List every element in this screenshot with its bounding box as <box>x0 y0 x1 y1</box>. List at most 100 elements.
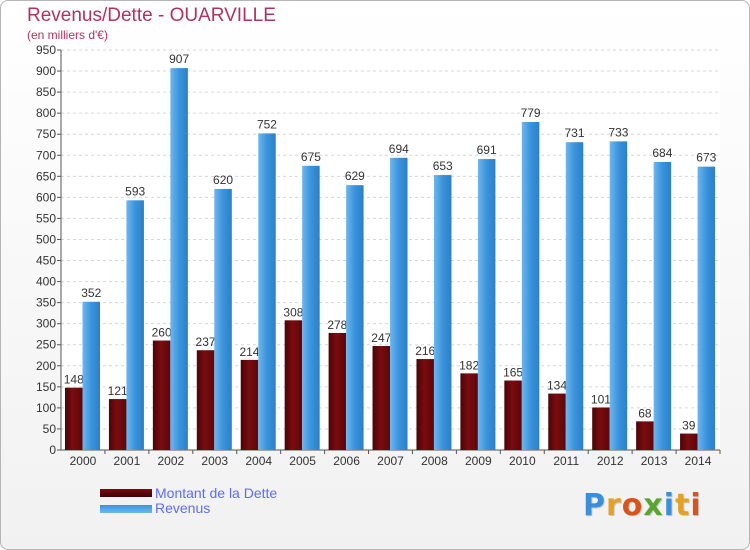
x-tick-label: 2005 <box>289 454 316 468</box>
y-tick-label: 450 <box>36 254 56 268</box>
x-tick-label: 2011 <box>553 454 579 468</box>
data-label-dette: 134 <box>547 379 567 393</box>
bar-revenus <box>390 157 408 450</box>
logo-letter: i <box>690 488 702 523</box>
bar-revenus <box>653 162 672 450</box>
bar-dette <box>372 346 391 450</box>
bar-revenus <box>521 122 540 450</box>
bar-dette <box>504 380 522 450</box>
bar-revenus <box>302 165 320 450</box>
y-tick-label: 0 <box>49 443 56 457</box>
legend-label-revenus: Revenus <box>155 500 211 516</box>
y-tick-label: 300 <box>36 317 56 331</box>
data-label-revenus: 684 <box>652 146 672 160</box>
proxiti-logo: Proxiti <box>583 488 702 523</box>
bar-revenus <box>346 185 364 450</box>
bar-dette <box>240 359 259 450</box>
y-tick-label: 250 <box>36 338 56 352</box>
bar-dette <box>460 373 478 450</box>
legend-swatch-dette <box>100 489 152 497</box>
data-label-dette: 68 <box>638 406 652 420</box>
y-tick-label: 100 <box>36 401 56 415</box>
data-label-dette: 278 <box>327 318 347 332</box>
data-label-dette: 308 <box>283 305 303 319</box>
data-label-revenus: 352 <box>81 286 101 300</box>
bar-revenus <box>170 68 188 451</box>
y-tick-label: 200 <box>36 359 56 373</box>
y-tick-label: 650 <box>36 169 56 183</box>
y-tick-label: 900 <box>36 64 56 78</box>
data-label-revenus: 629 <box>345 169 365 183</box>
chart-title: Revenus/Dette - OUARVILLE <box>27 5 276 26</box>
bar-dette <box>196 350 215 450</box>
x-tick-label: 2008 <box>421 454 448 468</box>
bar-revenus <box>609 141 628 451</box>
data-label-dette: 101 <box>591 392 611 406</box>
data-label-revenus: 593 <box>125 184 145 198</box>
x-tick-label: 2012 <box>597 454 624 468</box>
bar-dette <box>548 393 566 450</box>
data-label-revenus: 675 <box>301 150 321 164</box>
y-tick-label: 600 <box>36 190 56 204</box>
y-tick-label: 50 <box>43 422 57 436</box>
bar-revenus <box>126 200 144 450</box>
logo-letter: o <box>621 488 644 523</box>
x-tick-label: 2014 <box>685 454 712 468</box>
bar-revenus <box>697 166 716 450</box>
y-tick-label: 550 <box>36 211 56 225</box>
logo-letter: x <box>643 488 664 523</box>
bar-dette <box>592 407 610 450</box>
logo-letter: P <box>583 488 606 523</box>
bar-dette <box>328 332 347 450</box>
data-label-dette: 182 <box>459 358 479 372</box>
data-label-revenus: 653 <box>433 159 453 173</box>
x-tick-label: 2007 <box>377 454 404 468</box>
y-tick-label: 700 <box>36 148 56 162</box>
legend-label-dette: Montant de la Dette <box>155 485 278 501</box>
y-tick-label: 750 <box>36 127 56 141</box>
x-tick-label: 2002 <box>157 454 184 468</box>
data-label-dette: 121 <box>108 384 128 398</box>
data-label-revenus: 691 <box>477 143 497 157</box>
x-tick-label: 2009 <box>465 454 492 468</box>
bar-dette <box>108 399 127 450</box>
data-label-dette: 237 <box>196 335 216 349</box>
y-tick-label: 850 <box>36 85 56 99</box>
y-tick-label: 400 <box>36 275 56 289</box>
data-label-revenus: 731 <box>565 126 585 140</box>
chart-subtitle: (en milliers d'€) <box>27 28 108 42</box>
logo-letter: t <box>675 488 691 523</box>
bar-revenus <box>82 301 100 450</box>
x-tick-label: 2003 <box>201 454 228 468</box>
y-tick-label: 350 <box>36 296 56 310</box>
data-label-dette: 214 <box>239 345 259 359</box>
data-label-revenus: 733 <box>608 125 628 139</box>
y-tick-label: 800 <box>36 106 56 120</box>
legend-swatch-revenus <box>100 505 152 513</box>
bar-revenus <box>477 159 496 451</box>
data-label-dette: 216 <box>415 344 435 358</box>
bar-dette <box>636 421 654 450</box>
x-tick-label: 2010 <box>509 454 536 468</box>
y-tick-label: 500 <box>36 232 56 246</box>
data-label-revenus: 752 <box>257 117 277 131</box>
bar-revenus <box>214 188 232 450</box>
data-label-dette: 260 <box>152 326 172 340</box>
data-label-revenus: 620 <box>213 173 233 187</box>
x-tick-label: 2004 <box>245 454 272 468</box>
data-label-dette: 165 <box>503 366 523 380</box>
data-label-dette: 148 <box>64 373 84 387</box>
data-label-dette: 39 <box>682 419 696 433</box>
bar-dette <box>152 340 171 450</box>
logo-letter: r <box>606 488 622 523</box>
y-tick-label: 950 <box>36 43 56 57</box>
bar-dette <box>416 359 434 450</box>
y-tick-label: 150 <box>36 380 56 394</box>
logo-letter: i <box>663 488 676 523</box>
bar-dette <box>65 387 83 450</box>
data-label-revenus: 694 <box>389 142 409 156</box>
data-label-dette: 247 <box>371 331 391 345</box>
bar-revenus <box>433 175 452 451</box>
bar-revenus <box>258 133 276 451</box>
